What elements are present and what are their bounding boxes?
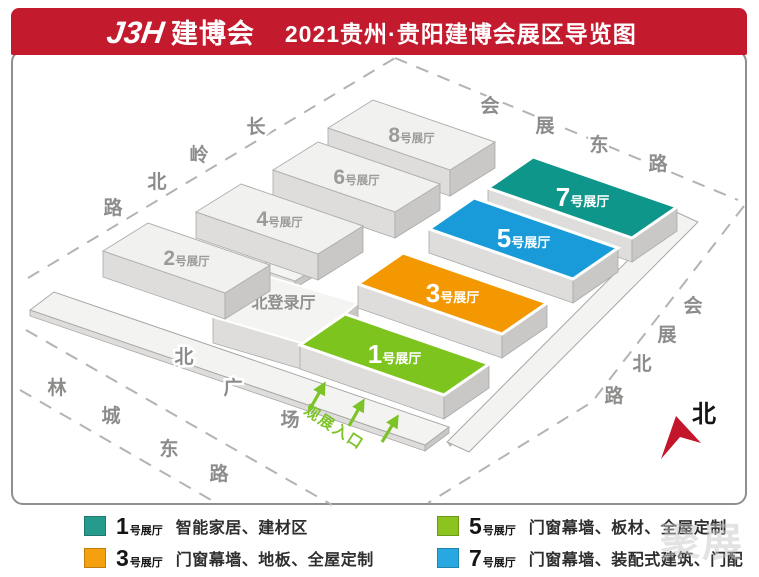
road-label-char: 林 bbox=[47, 376, 66, 399]
road-label-char: 广 bbox=[223, 376, 242, 399]
block-top-face bbox=[194, 183, 365, 255]
block-top-face bbox=[326, 99, 497, 171]
jbh-logo: J3H 建博会 bbox=[104, 12, 255, 51]
legend-desc: 门窗幕墙、装配式建筑、门配 bbox=[528, 552, 744, 569]
road-label-char: 场 bbox=[280, 409, 299, 431]
entrance-arrow-icon bbox=[380, 414, 399, 443]
legend-swatch-hall-7 bbox=[437, 548, 459, 568]
north-registration-hall-label: 北登录厅 bbox=[251, 293, 315, 312]
road-label-char: 岭 bbox=[189, 143, 208, 166]
road-dashed-line bbox=[27, 57, 396, 279]
juzhan-watermark: 聚展 bbox=[660, 521, 744, 565]
compass-north-label: 北 bbox=[692, 401, 716, 428]
compass-arrow-icon bbox=[661, 416, 701, 459]
hall-8-label: 8号展厅 bbox=[388, 124, 435, 147]
hall-2-label: 2号展厅 bbox=[163, 247, 210, 270]
road-label-char: 会 bbox=[683, 294, 702, 317]
block-top-face bbox=[271, 141, 442, 213]
hall-1-label: 1号展厅 bbox=[368, 339, 421, 369]
block-top-face bbox=[484, 155, 681, 240]
legend-item-hall-1: 1 号展厅 智能家居、建材区 bbox=[84, 513, 308, 539]
east-roadside-strip bbox=[446, 211, 699, 453]
hall-7-label: 7号展厅 bbox=[556, 182, 609, 212]
north-compass: 北 bbox=[661, 401, 716, 459]
jbh-logo-mark: J3H bbox=[104, 15, 167, 50]
legend-hall-number: 3 号展厅 bbox=[116, 544, 163, 571]
legend-hall-number: 1 号展厅 bbox=[116, 512, 163, 539]
hall-4-label: 4号展厅 bbox=[256, 208, 303, 231]
hall-3: 3号展厅 bbox=[354, 251, 551, 359]
road-label-char: 路 bbox=[604, 384, 624, 407]
road-label-char: 展 bbox=[657, 324, 676, 346]
road-label-char: 长 bbox=[246, 116, 266, 138]
legend-swatch-hall-5 bbox=[437, 516, 459, 536]
road-label-char: 东 bbox=[159, 437, 178, 460]
block-top-face bbox=[425, 196, 622, 281]
jbh-logo-cn: 建博会 bbox=[170, 19, 255, 49]
legend-desc: 门窗幕墙、地板、全屋定制 bbox=[175, 552, 374, 569]
road-label-char: 北 bbox=[147, 171, 166, 193]
legend-desc: 门窗幕墙、板材、全屋定制 bbox=[528, 520, 727, 537]
block-top-face bbox=[28, 291, 451, 446]
road-label-char: 展 bbox=[535, 115, 554, 137]
hall-1: 1号展厅 bbox=[296, 312, 493, 420]
legend-swatch-hall-3 bbox=[84, 548, 106, 568]
legend-item-hall-5: 5 号展厅 门窗幕墙、板材、全屋定制 bbox=[437, 513, 727, 539]
hall-6-label: 6号展厅 bbox=[333, 166, 380, 189]
road-label-char: 会 bbox=[480, 94, 499, 117]
entrance-arrow-icon bbox=[347, 398, 365, 427]
header-bar: J3H 建博会 2021贵州·贵阳建博会展区导览图 bbox=[11, 8, 747, 55]
legend-hall-number: 5 号展厅 bbox=[469, 512, 516, 539]
road-label-char: 北 bbox=[632, 353, 651, 375]
road-label-char: 路 bbox=[209, 462, 229, 485]
legend-desc: 智能家居、建材区 bbox=[175, 520, 308, 537]
hall-6: 6号展厅 bbox=[271, 141, 442, 239]
north-plaza-strip bbox=[28, 291, 451, 452]
block-top-face bbox=[296, 312, 493, 397]
hall-3-label: 3号展厅 bbox=[426, 278, 479, 308]
legend-item-hall-3: 3 号展厅 门窗幕墙、地板、全屋定制 bbox=[84, 545, 374, 571]
road-dashed-line bbox=[394, 57, 739, 201]
road-label-char: 路 bbox=[103, 196, 123, 219]
road-label-char: 城 bbox=[101, 404, 120, 427]
legend-hall-number: 7 号展厅 bbox=[469, 544, 516, 571]
hall-4: 4号展厅 bbox=[194, 183, 365, 281]
road-dashed-line bbox=[25, 329, 333, 506]
strip-top bbox=[446, 211, 699, 453]
entrance-arrow-icon bbox=[308, 381, 326, 410]
block-top-face bbox=[354, 251, 551, 336]
hall-5-label: 5号展厅 bbox=[497, 223, 550, 253]
page-title: 2021贵州·贵阳建博会展区导览图 bbox=[284, 20, 637, 47]
road-dashed-line bbox=[427, 205, 745, 504]
legend-swatch-hall-1 bbox=[84, 516, 106, 536]
legend-item-hall-7: 7 号展厅 门窗幕墙、装配式建筑、门配 bbox=[437, 545, 743, 571]
hall-5: 5号展厅 bbox=[425, 196, 622, 304]
hall-2: 2号展厅 bbox=[101, 222, 272, 320]
road-north-plaza: 北广场 bbox=[172, 344, 302, 434]
road-dashed-line bbox=[19, 389, 219, 505]
road-label-char: 路 bbox=[648, 152, 668, 175]
road-label-char: 北 bbox=[174, 346, 193, 368]
road-label-char: 东 bbox=[589, 133, 608, 156]
block-top-face bbox=[101, 222, 272, 294]
